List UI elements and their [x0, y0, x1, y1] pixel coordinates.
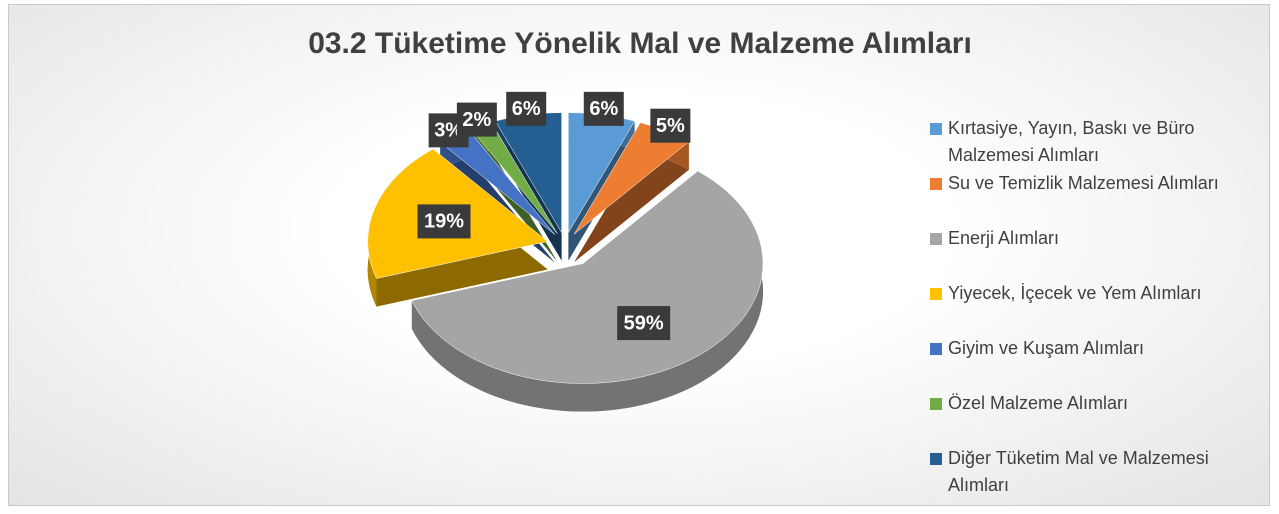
legend-item: Su ve Temizlik Malzemesi Alımları	[930, 170, 1270, 225]
data-label: 2%	[462, 109, 491, 131]
legend-label: Yiyecek, İçecek ve Yem Alımları	[948, 283, 1202, 303]
legend-label: Su ve Temizlik Malzemesi Alımları	[948, 173, 1219, 193]
legend-item: Özel Malzeme Alımları	[930, 390, 1270, 445]
legend-label: Kırtasiye, Yayın, Baskı ve Büro Malzemes…	[948, 118, 1195, 165]
data-label-box	[617, 306, 671, 341]
legend-item: Diğer Tüketim Mal ve Malzemesi Alımları	[930, 445, 1270, 500]
legend-label: Giyim ve Kuşam Alımları	[948, 338, 1145, 358]
legend-swatch	[930, 178, 942, 190]
legend-item: Yiyecek, İçecek ve Yem Alımları	[930, 280, 1270, 335]
data-label: 59%	[624, 312, 664, 334]
slice	[411, 170, 764, 384]
data-label-box	[650, 108, 691, 143]
legend-swatch	[930, 398, 942, 410]
data-label: 3%	[434, 120, 463, 142]
data-label-box	[506, 91, 547, 126]
legend-label: Özel Malzeme Alımları	[948, 393, 1129, 413]
data-label-box	[583, 91, 624, 126]
slice-tops	[367, 112, 764, 384]
legend-label: Enerji Alımları	[948, 228, 1060, 248]
data-label: 6%	[589, 98, 618, 120]
legend-item: Enerji Alımları	[930, 225, 1270, 280]
legend-swatch	[930, 453, 942, 465]
chart-title: 03.2 Tüketime Yönelik Mal ve Malzeme Alı…	[308, 27, 972, 60]
slice-bottom	[574, 150, 689, 263]
data-label: 5%	[656, 115, 685, 137]
data-label-box	[456, 102, 497, 137]
data-label-box	[417, 204, 471, 239]
legend-label: Diğer Tüketim Mal ve Malzemesi Alımları	[948, 448, 1209, 495]
legend-swatch	[930, 233, 942, 245]
legend: Kırtasiye, Yayın, Baskı ve Büro Malzemes…	[930, 115, 1270, 500]
legend-item: Giyim ve Kuşam Alımları	[930, 335, 1270, 390]
data-label: 19%	[424, 211, 464, 233]
legend-swatch	[930, 288, 942, 300]
legend-swatch	[930, 343, 942, 355]
legend-swatch	[930, 123, 942, 135]
data-label: 6%	[512, 98, 541, 120]
legend-item: Kırtasiye, Yayın, Baskı ve Büro Malzemes…	[930, 115, 1270, 170]
